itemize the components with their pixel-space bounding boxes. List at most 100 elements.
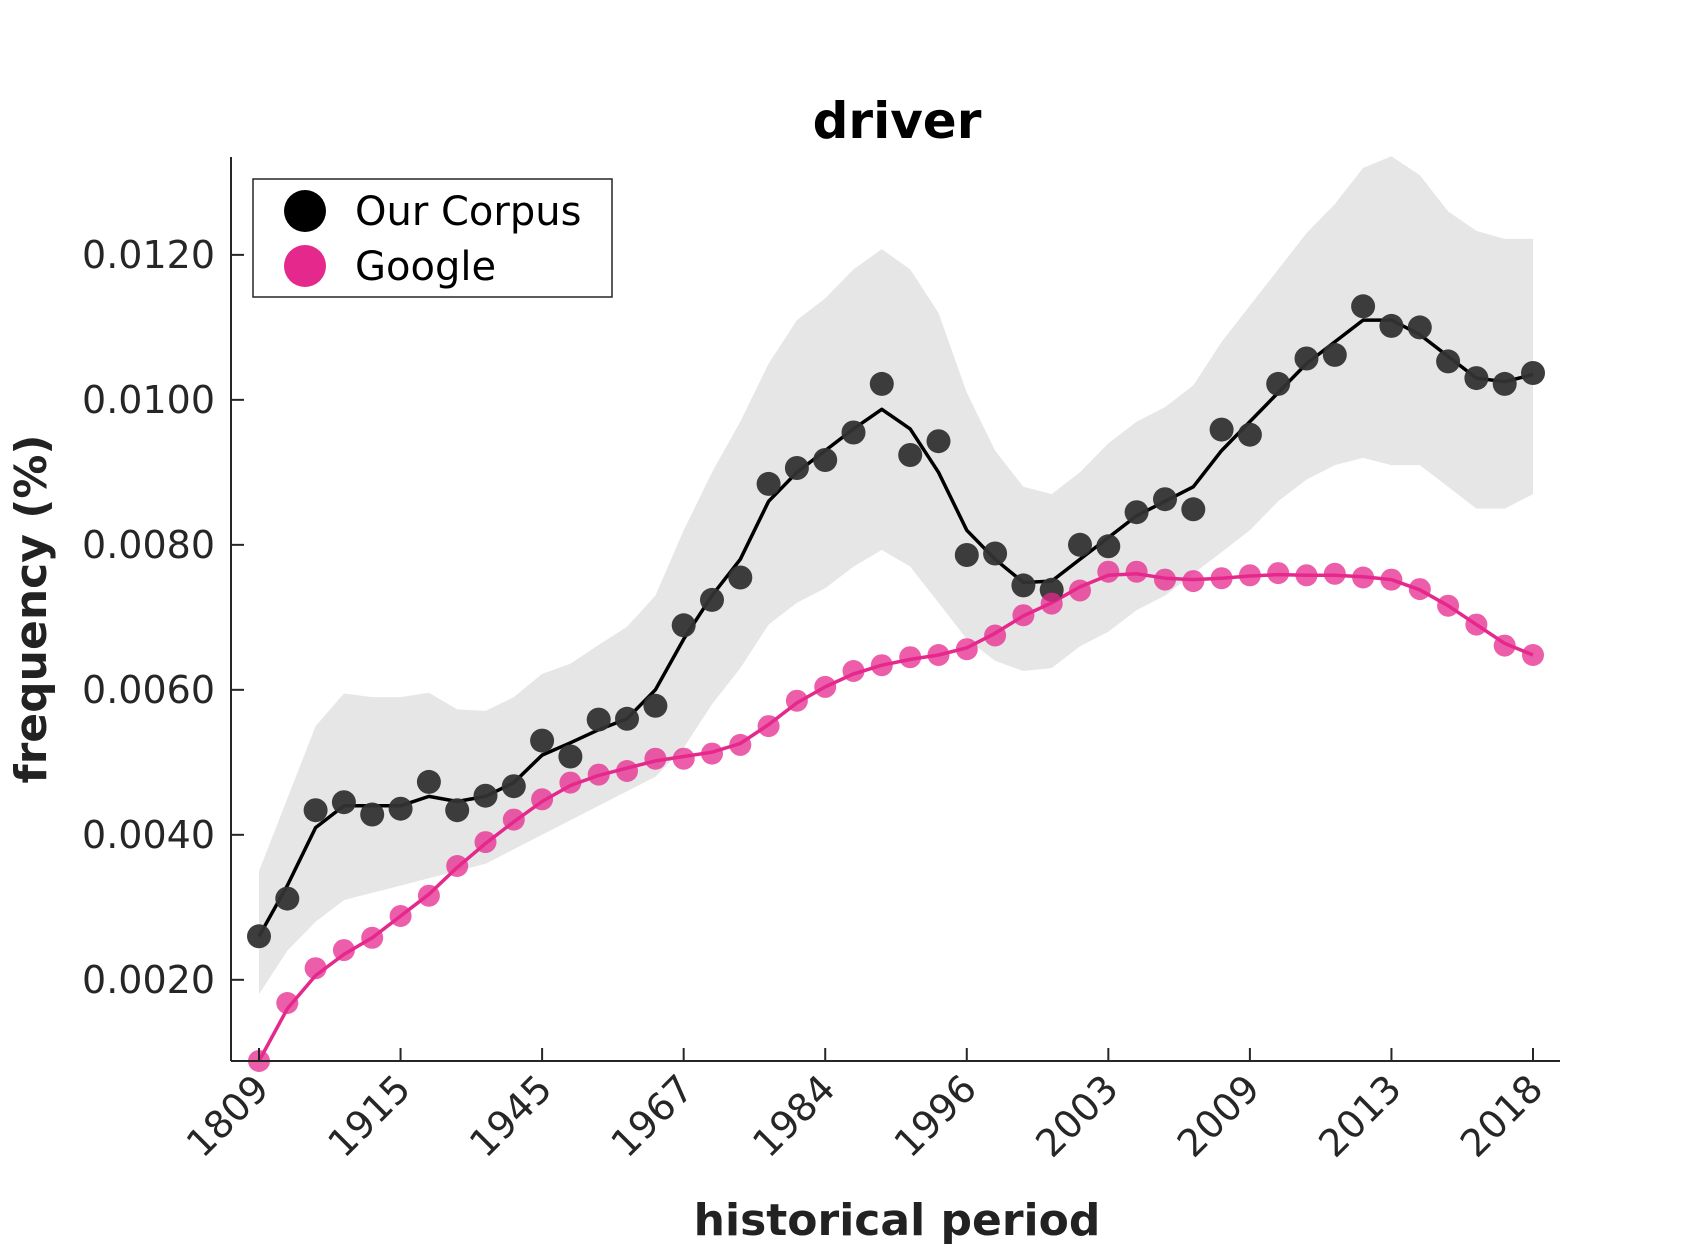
trend-lines xyxy=(257,318,1534,1062)
data-point-series-0 xyxy=(247,924,271,949)
data-point-series-1 xyxy=(389,905,412,927)
data-point-series-0 xyxy=(501,774,526,799)
data-point-series-0 xyxy=(331,790,356,815)
data-point-series-0 xyxy=(1068,532,1092,557)
data-point-series-0 xyxy=(445,798,470,823)
data-points xyxy=(247,294,1545,1072)
data-point-series-1 xyxy=(870,654,893,677)
data-point-series-0 xyxy=(1209,417,1234,442)
legend-marker-corpus xyxy=(284,190,326,232)
data-point-series-0 xyxy=(615,706,639,731)
data-point-series-0 xyxy=(1266,371,1291,396)
data-point-series-1 xyxy=(814,675,837,698)
data-point-series-1 xyxy=(531,788,554,811)
data-point-series-0 xyxy=(1124,500,1149,525)
data-point-series-0 xyxy=(1294,346,1319,371)
data-point-series-1 xyxy=(1267,562,1290,585)
data-point-series-0 xyxy=(841,420,866,445)
data-point-series-1 xyxy=(644,747,667,770)
data-point-series-0 xyxy=(1096,534,1121,559)
data-point-series-0 xyxy=(1379,313,1404,338)
data-point-series-1 xyxy=(729,733,752,756)
data-point-series-1 xyxy=(1040,592,1063,615)
x-tick-label: 1967 xyxy=(603,1066,703,1166)
chart-title: driver xyxy=(813,92,982,150)
data-point-series-0 xyxy=(275,886,300,911)
data-point-series-0 xyxy=(1237,422,1262,447)
data-point-series-0 xyxy=(388,796,413,821)
x-tick-label: 2018 xyxy=(1452,1066,1552,1166)
data-point-series-1 xyxy=(616,760,638,782)
legend-label-google: Google xyxy=(355,244,496,290)
data-point-series-0 xyxy=(671,613,696,638)
x-tick-label: 1809 xyxy=(178,1066,278,1166)
data-point-series-0 xyxy=(530,728,555,753)
legend-label-corpus: Our Corpus xyxy=(355,189,581,235)
y-tick-label: 0.0080 xyxy=(82,523,215,567)
data-point-series-1 xyxy=(984,624,1007,647)
data-point-series-1 xyxy=(927,644,950,666)
data-point-series-1 xyxy=(1380,568,1403,591)
x-tick-label: 1945 xyxy=(461,1066,561,1166)
data-point-series-0 xyxy=(1407,315,1432,340)
x-tick-label: 2009 xyxy=(1169,1066,1269,1166)
x-tick-label: 1996 xyxy=(886,1066,986,1166)
data-point-series-1 xyxy=(559,771,582,794)
x-ticks: 1809 1915 1945 1967 1984 1996 2003 2009 2013 2018 xyxy=(178,1048,1552,1166)
y-axis-label: frequency (%) xyxy=(6,434,57,783)
data-point-series-0 xyxy=(473,783,498,808)
series-trend-line-0 xyxy=(257,318,1534,938)
data-point-series-0 xyxy=(1436,349,1461,374)
data-point-series-0 xyxy=(983,541,1008,566)
data-point-series-0 xyxy=(784,456,809,480)
data-point-series-1 xyxy=(361,926,384,949)
data-point-series-1 xyxy=(332,939,355,962)
data-point-series-1 xyxy=(842,660,865,682)
data-point-series-1 xyxy=(446,855,469,877)
data-point-series-1 xyxy=(785,689,808,712)
data-point-series-0 xyxy=(756,471,781,496)
data-point-series-0 xyxy=(1011,573,1036,598)
data-point-series-1 xyxy=(955,638,978,661)
data-point-series-1 xyxy=(1323,562,1346,585)
data-point-series-0 xyxy=(898,443,923,467)
data-point-series-0 xyxy=(1464,366,1489,391)
data-point-series-1 xyxy=(1012,604,1035,627)
data-point-series-0 xyxy=(1351,294,1376,319)
legend-marker-google xyxy=(284,245,326,287)
data-point-series-1 xyxy=(502,808,525,831)
data-point-series-1 xyxy=(474,831,497,854)
data-point-series-0 xyxy=(700,587,724,612)
data-point-series-0 xyxy=(728,565,753,590)
y-tick-label: 0.0120 xyxy=(82,233,215,277)
data-point-series-0 xyxy=(926,429,951,454)
y-tick-label: 0.0100 xyxy=(82,378,215,422)
data-point-series-1 xyxy=(417,884,440,907)
data-point-series-1 xyxy=(1182,570,1205,593)
data-point-series-0 xyxy=(1521,361,1545,385)
data-point-series-1 xyxy=(276,992,299,1014)
data-point-series-1 xyxy=(1295,564,1318,587)
data-point-series-1 xyxy=(587,763,610,786)
data-point-series-0 xyxy=(1492,371,1517,396)
y-tick-label: 0.0060 xyxy=(82,668,215,712)
axes xyxy=(230,157,1560,1062)
data-point-series-0 xyxy=(360,802,385,827)
data-point-series-0 xyxy=(1322,342,1347,367)
data-point-series-1 xyxy=(1352,566,1375,589)
series-trend-line-1 xyxy=(257,572,1534,1062)
y-tick-label: 0.0040 xyxy=(82,813,215,857)
data-point-series-0 xyxy=(303,798,328,823)
data-point-series-0 xyxy=(586,707,611,732)
legend: Our Corpus Google xyxy=(252,178,613,298)
data-point-series-1 xyxy=(1522,644,1544,666)
data-point-series-1 xyxy=(701,742,723,765)
data-point-series-0 xyxy=(869,371,894,396)
data-point-series-1 xyxy=(1465,613,1488,636)
y-ticks: 0.0020 0.0040 0.0060 0.0080 0.0100 0.0120 xyxy=(82,233,244,1002)
data-point-series-1 xyxy=(1069,579,1091,602)
data-point-series-0 xyxy=(643,693,668,718)
data-point-series-0 xyxy=(813,448,838,472)
data-point-series-0 xyxy=(558,744,583,769)
